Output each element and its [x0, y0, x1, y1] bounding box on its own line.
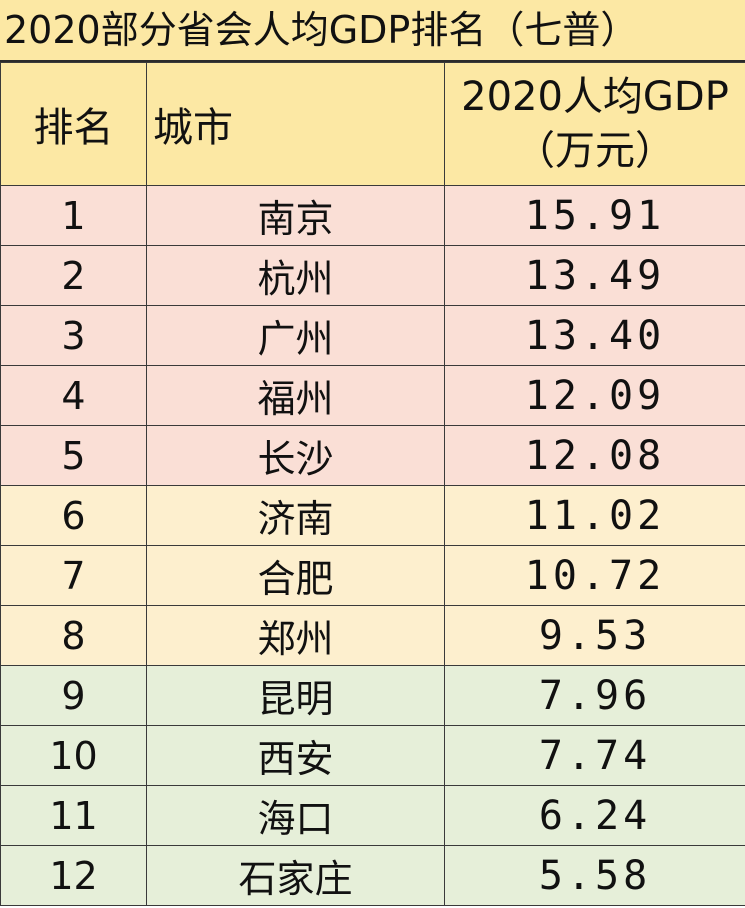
table-row: 4 福州 12.09	[0, 365, 745, 426]
gdp-cell: 12.08	[444, 425, 745, 486]
table-row: 11 海口 6.24	[0, 785, 745, 846]
city-cell: 昆明	[146, 665, 445, 726]
rank-cell: 1	[0, 185, 147, 246]
city-cell: 广州	[146, 305, 445, 366]
city-cell: 南京	[146, 185, 445, 246]
rank-cell: 3	[0, 305, 147, 366]
city-cell: 长沙	[146, 425, 445, 486]
gdp-cell: 11.02	[444, 485, 745, 546]
table-row: 12 石家庄 5.58	[0, 845, 745, 906]
rank-cell: 9	[0, 665, 147, 726]
city-cell: 海口	[146, 785, 445, 846]
rank-cell: 6	[0, 485, 147, 546]
rank-cell: 5	[0, 425, 147, 486]
table-row: 1 南京 15.91	[0, 185, 745, 246]
city-cell: 杭州	[146, 245, 445, 306]
city-cell: 福州	[146, 365, 445, 426]
gdp-cell: 9.53	[444, 605, 745, 666]
gdp-cell: 6.24	[444, 785, 745, 846]
rank-cell: 11	[0, 785, 147, 846]
table-title: 2020部分省会人均GDP排名（七普）	[0, 0, 745, 62]
gdp-cell: 12.09	[444, 365, 745, 426]
rank-cell: 8	[0, 605, 147, 666]
rank-cell: 2	[0, 245, 147, 306]
city-cell: 郑州	[146, 605, 445, 666]
city-cell: 济南	[146, 485, 445, 546]
header-gdp-line2: （万元）	[515, 128, 675, 174]
table-row: 10 西安 7.74	[0, 725, 745, 786]
city-cell: 合肥	[146, 545, 445, 606]
rank-cell: 4	[0, 365, 147, 426]
table-row: 7 合肥 10.72	[0, 545, 745, 606]
rank-cell: 10	[0, 725, 147, 786]
table-header: 排名 城市 2020人均GDP （万元）	[0, 62, 745, 186]
gdp-cell: 15.91	[444, 185, 745, 246]
gdp-cell: 5.58	[444, 845, 745, 906]
rank-cell: 7	[0, 545, 147, 606]
gdp-cell: 7.74	[444, 725, 745, 786]
rank-cell: 12	[0, 845, 147, 906]
table-row: 2 杭州 13.49	[0, 245, 745, 306]
gdp-cell: 7.96	[444, 665, 745, 726]
gdp-cell: 13.49	[444, 245, 745, 306]
table-body: 1 南京 15.91 2 杭州 13.49 3 广州 13.40 4 福州 12.09 5 长沙 12.08…	[0, 185, 745, 906]
table-row: 9 昆明 7.96	[0, 665, 745, 726]
city-cell: 石家庄	[146, 845, 445, 906]
header-rank: 排名	[0, 62, 147, 186]
gdp-cell: 10.72	[444, 545, 745, 606]
header-gdp-line1: 2020人均GDP	[461, 74, 729, 120]
table-row: 8 郑州 9.53	[0, 605, 745, 666]
gdp-ranking-table: 排名 城市 2020人均GDP （万元） 1 南京 15.91 2 杭州 13.49 3 广州…	[0, 62, 745, 906]
table-row: 3 广州 13.40	[0, 305, 745, 366]
city-cell: 西安	[146, 725, 445, 786]
table-row: 6 济南 11.02	[0, 485, 745, 546]
table-row: 5 长沙 12.08	[0, 425, 745, 486]
gdp-cell: 13.40	[444, 305, 745, 366]
header-city: 城市	[146, 62, 445, 186]
header-gdp: 2020人均GDP （万元）	[444, 62, 745, 186]
